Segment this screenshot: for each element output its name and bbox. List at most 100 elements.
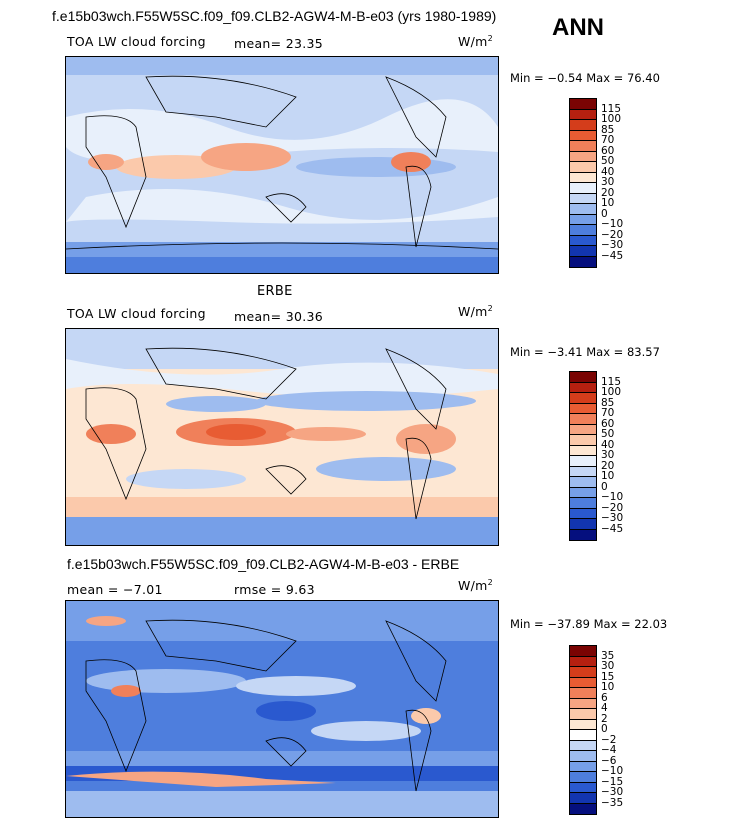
panel3-minmax: Min = −37.89 Max = 22.03 [510, 617, 668, 631]
panel2-mean: mean= 30.36 [234, 309, 323, 324]
colorbar-tick-label: 15 [601, 670, 615, 683]
colorbar-tick-label: −30 [601, 512, 624, 524]
colorbar-tick-label: 0 [601, 723, 608, 735]
colorbar-segment [570, 772, 596, 783]
colorbar-tick-label: 100 [601, 113, 622, 125]
colorbar-segment [570, 667, 596, 678]
colorbar-tick-label: 20 [601, 459, 615, 472]
colorbar-segment [570, 382, 596, 393]
colorbar-tick-label: 85 [601, 123, 615, 136]
colorbar-tick-label: 50 [601, 155, 615, 167]
colorbar-tick-label: −45 [601, 522, 624, 535]
colorbar-segment [570, 214, 596, 225]
colorbar-segment [570, 162, 596, 173]
colorbar-tick-label: −15 [601, 775, 624, 788]
colorbar-segment [570, 99, 596, 110]
colorbar-tick-label: 100 [601, 386, 622, 398]
panel1-map [65, 56, 499, 274]
colorbar-segment [570, 256, 596, 267]
colorbar-tick-label: −20 [601, 501, 624, 514]
colorbar-segment [570, 677, 596, 688]
colorbar-tick-label: 10 [601, 197, 615, 209]
colorbar-segment [570, 372, 596, 383]
colorbar-tick-label: 30 [601, 449, 615, 461]
colorbar-segment [570, 235, 596, 246]
colorbar-tick-label: −35 [601, 796, 624, 809]
colorbar-segment [570, 698, 596, 709]
colorbar-segment [570, 183, 596, 194]
colorbar-segment [570, 709, 596, 720]
colorbar-segment [570, 424, 596, 435]
colorbar-segment [570, 130, 596, 141]
colorbar-segment [570, 529, 596, 540]
page-title: f.e15b03wch.F55W5SC.f09_f09.CLB2-AGW4-M-… [52, 8, 497, 24]
colorbar-tick-label: 0 [601, 207, 608, 220]
panel3-units: W/m2 [458, 578, 494, 594]
colorbar-tick-label: 60 [601, 417, 615, 430]
colorbar-tick-label: −6 [601, 754, 617, 767]
panel2-units: W/m2 [458, 304, 494, 320]
colorbar-tick-label: 60 [601, 144, 615, 157]
colorbar-tick-label: 115 [601, 375, 622, 388]
colorbar-tick-label: 40 [601, 438, 615, 451]
colorbar-segment [570, 761, 596, 772]
colorbar-tick-label: 0 [601, 480, 608, 493]
colorbar-tick-label: −10 [601, 491, 624, 503]
colorbar-segment [570, 656, 596, 667]
colorbar-segment [570, 456, 596, 467]
colorbar-segment [570, 751, 596, 762]
colorbar-tick-label: −20 [601, 228, 624, 241]
colorbar-tick-label: 40 [601, 165, 615, 178]
colorbar-segment [570, 109, 596, 120]
colorbar-tick-label: 20 [601, 186, 615, 199]
colorbar-tick-label: 10 [601, 681, 615, 693]
panel3-title: f.e15b03wch.F55W5SC.f09_f09.CLB2-AGW4-M-… [67, 556, 460, 572]
colorbar-segment [570, 730, 596, 741]
panel1-variable-label: TOA LW cloud forcing [67, 34, 206, 49]
colorbar-tick-label: 50 [601, 428, 615, 440]
colorbar-tick-label: −30 [601, 786, 624, 798]
panel3-colorbar [569, 645, 597, 815]
colorbar-tick-label: −4 [601, 744, 617, 756]
panel2-colorbar [569, 371, 597, 541]
colorbar-segment [570, 225, 596, 236]
panel3-mean: mean = −7.01 [67, 582, 163, 597]
panel2-title: ERBE [257, 284, 293, 299]
panel2-map [65, 328, 499, 546]
colorbar-segment [570, 414, 596, 425]
colorbar-segment [570, 782, 596, 793]
colorbar-segment [570, 193, 596, 204]
colorbar-tick-label: 70 [601, 407, 615, 419]
panel1-units: W/m2 [458, 34, 494, 50]
season-label: ANN [552, 14, 604, 41]
colorbar-segment [570, 740, 596, 751]
colorbar-tick-label: 115 [601, 102, 622, 115]
colorbar-tick-label: −30 [601, 239, 624, 251]
colorbar-tick-label: 35 [601, 649, 615, 662]
colorbar-tick-label: 85 [601, 396, 615, 409]
colorbar-tick-label: 30 [601, 660, 615, 672]
colorbar-segment [570, 646, 596, 657]
colorbar-tick-label: −10 [601, 765, 624, 777]
panel1-minmax: Min = −0.54 Max = 76.40 [510, 71, 660, 85]
colorbar-segment [570, 719, 596, 730]
colorbar-segment [570, 204, 596, 215]
colorbar-segment [570, 403, 596, 414]
colorbar-tick-label: 4 [601, 702, 608, 714]
colorbar-segment [570, 803, 596, 814]
colorbar-segment [570, 793, 596, 804]
colorbar-segment [570, 120, 596, 131]
colorbar-tick-label: 70 [601, 134, 615, 146]
colorbar-segment [570, 393, 596, 404]
panel3-rmse: rmse = 9.63 [234, 582, 315, 597]
panel1-colorbar [569, 98, 597, 268]
colorbar-tick-label: −45 [601, 249, 624, 262]
colorbar-segment [570, 477, 596, 488]
panel2-variable-label: TOA LW cloud forcing [67, 306, 206, 321]
colorbar-tick-label: 30 [601, 176, 615, 188]
panel1-mean: mean= 23.35 [234, 36, 323, 51]
colorbar-segment [570, 508, 596, 519]
colorbar-segment [570, 445, 596, 456]
colorbar-tick-label: −10 [601, 218, 624, 230]
colorbar-tick-label: 6 [601, 691, 608, 704]
